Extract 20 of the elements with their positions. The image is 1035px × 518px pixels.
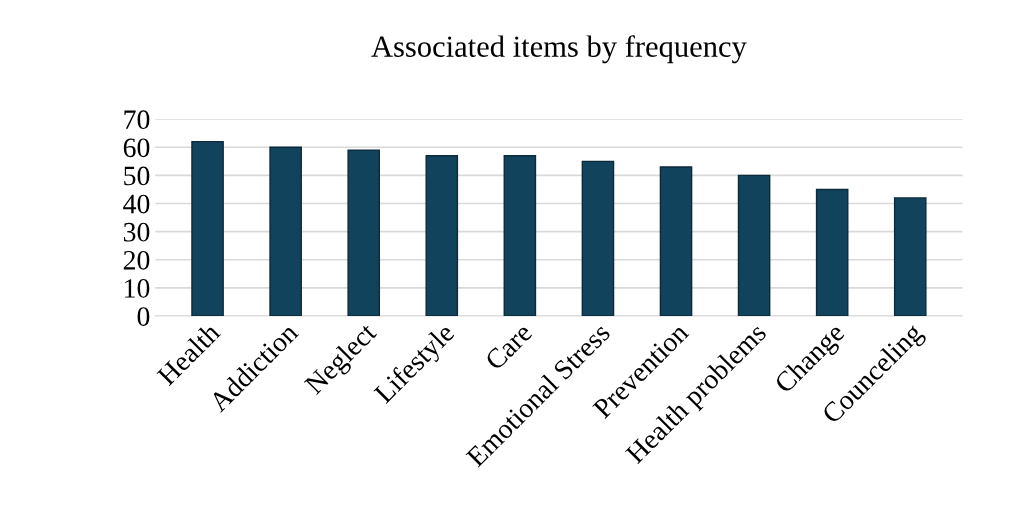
bar [503,155,537,316]
bar [347,149,381,316]
bar [737,174,771,316]
bar [659,166,693,316]
y-tick-label: 70 [124,110,150,130]
bar [581,160,615,316]
bar [425,155,459,316]
y-tick-label: 40 [123,194,150,214]
y-tick-label: 30 [123,222,150,242]
bar [269,146,302,316]
y-tick-label: 0 [137,307,150,326]
y-tick-label: 20 [123,250,150,270]
x-tick-label: Care [484,322,533,371]
y-tick-label: 50 [124,166,150,186]
bar [191,140,224,316]
y-tick-label: 60 [123,138,150,158]
bar [815,188,849,316]
y-tick-label: 10 [125,279,150,298]
bar [893,197,927,316]
chart-title: Associated items by frequency [371,35,747,64]
